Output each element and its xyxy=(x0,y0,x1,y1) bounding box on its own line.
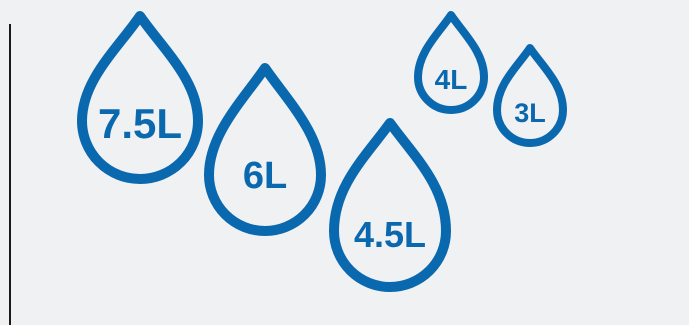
drop-4l: 4L xyxy=(414,11,488,114)
water-drop-icon xyxy=(77,11,203,184)
drop-label: 7.5L xyxy=(98,100,182,147)
drop-7-5l: 7.5L xyxy=(77,11,203,184)
water-drop-icon xyxy=(204,63,326,236)
left-divider xyxy=(9,24,11,325)
water-drop-icon xyxy=(414,11,488,114)
drop-label: 6L xyxy=(243,155,287,197)
water-drop-icon xyxy=(329,118,451,292)
drop-label: 3L xyxy=(514,98,546,128)
drop-6l: 6L xyxy=(204,63,326,236)
drop-4-5l: 4.5L xyxy=(329,118,451,292)
water-drop-icon xyxy=(493,44,567,147)
drop-3l: 3L xyxy=(493,44,567,147)
drop-label: 4.5L xyxy=(354,214,426,255)
drop-label: 4L xyxy=(435,64,468,95)
